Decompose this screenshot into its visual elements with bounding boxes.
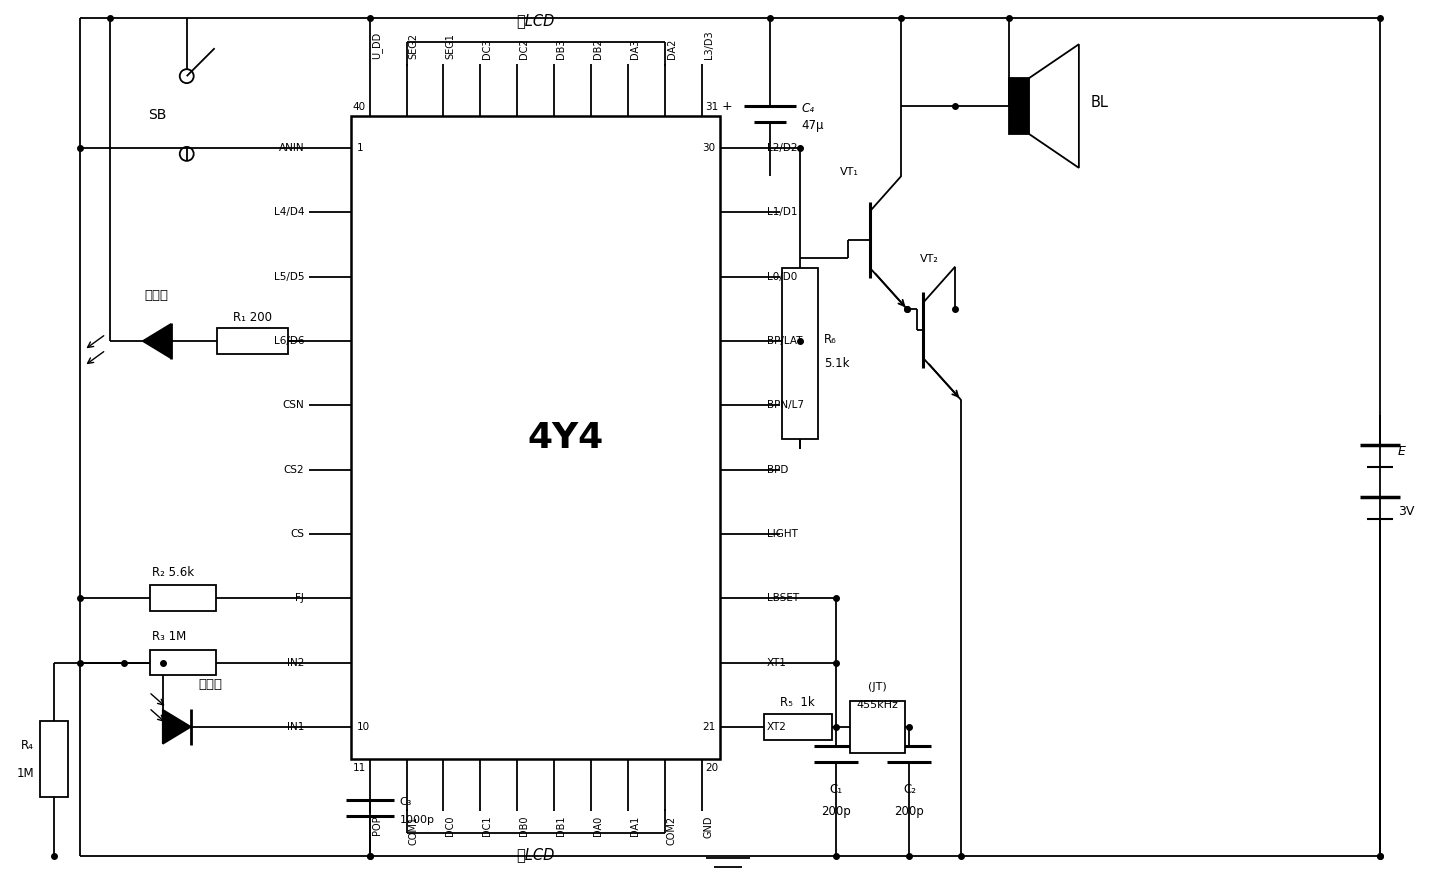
Text: 去LCD: 去LCD <box>517 13 554 28</box>
Text: 去LCD: 去LCD <box>517 847 554 862</box>
Text: GND: GND <box>704 816 713 838</box>
Text: DB1: DB1 <box>556 816 566 836</box>
Text: L3/D3: L3/D3 <box>704 31 713 60</box>
Text: L4/D4: L4/D4 <box>274 207 304 218</box>
Text: 1: 1 <box>356 144 364 153</box>
Text: R₂ 5.6k: R₂ 5.6k <box>151 566 194 579</box>
Text: C₃: C₃ <box>400 797 412 807</box>
Text: 200p: 200p <box>895 805 924 818</box>
Polygon shape <box>1029 45 1078 168</box>
Text: 21: 21 <box>701 722 714 732</box>
Text: FJ: FJ <box>295 593 304 603</box>
Bar <box>41 721 68 797</box>
Text: E: E <box>1398 445 1406 458</box>
Text: R₆: R₆ <box>824 332 837 346</box>
Text: SEG1: SEG1 <box>445 33 455 60</box>
Text: 1M: 1M <box>16 766 35 780</box>
Text: CS: CS <box>291 529 304 539</box>
Text: BPD: BPD <box>767 465 789 474</box>
Text: CSN: CSN <box>282 401 304 410</box>
Polygon shape <box>143 324 170 358</box>
Text: R₃ 1M: R₃ 1M <box>151 630 186 643</box>
Text: SEG2: SEG2 <box>409 33 419 60</box>
Text: DA3: DA3 <box>630 39 640 60</box>
Text: COM2: COM2 <box>666 816 677 845</box>
Text: XT1: XT1 <box>767 657 787 668</box>
Bar <box>150 585 215 612</box>
Text: DC3: DC3 <box>482 38 492 60</box>
Text: LIGHT: LIGHT <box>767 529 797 539</box>
Text: SB: SB <box>148 108 167 122</box>
Text: R₅  1k: R₅ 1k <box>780 696 815 710</box>
Bar <box>150 649 215 676</box>
Text: LBSET: LBSET <box>767 593 799 603</box>
Text: DC1: DC1 <box>482 816 492 836</box>
Bar <box>781 268 818 439</box>
Text: L5/D5: L5/D5 <box>274 272 304 282</box>
Text: 接收器: 接收器 <box>199 678 223 691</box>
Text: IN1: IN1 <box>287 722 304 732</box>
Text: L2/D2: L2/D2 <box>767 144 797 153</box>
Text: 30: 30 <box>701 144 714 153</box>
Text: BL: BL <box>1091 94 1109 109</box>
Text: L6/D6: L6/D6 <box>274 336 304 346</box>
Bar <box>764 714 832 739</box>
Text: 5.1k: 5.1k <box>824 357 850 370</box>
Text: DB0: DB0 <box>519 816 530 836</box>
Text: 200p: 200p <box>821 805 851 818</box>
Text: C₂: C₂ <box>904 783 915 796</box>
Text: DA1: DA1 <box>630 816 640 836</box>
Text: BPN/L7: BPN/L7 <box>767 401 803 410</box>
Text: XT2: XT2 <box>767 722 787 732</box>
Text: U_DD: U_DD <box>371 32 383 60</box>
Text: 455kHz: 455kHz <box>857 700 898 710</box>
Text: 40: 40 <box>352 102 365 112</box>
Text: R₁ 200: R₁ 200 <box>233 311 272 324</box>
Text: (JT): (JT) <box>869 682 888 692</box>
Text: DB3: DB3 <box>556 38 566 60</box>
Bar <box>217 328 288 354</box>
Text: BP/LAT: BP/LAT <box>767 336 802 346</box>
Text: C₁: C₁ <box>829 783 842 796</box>
Text: 发送器: 发送器 <box>146 289 169 302</box>
Text: 31: 31 <box>706 102 719 112</box>
Text: VT₁: VT₁ <box>840 167 858 177</box>
Text: DA2: DA2 <box>666 38 677 60</box>
Text: IN2: IN2 <box>287 657 304 668</box>
Bar <box>1010 78 1029 134</box>
Text: 47μ: 47μ <box>802 120 825 132</box>
Text: VT₂: VT₂ <box>920 254 938 263</box>
Text: DB2: DB2 <box>594 38 602 60</box>
Text: ANIN: ANIN <box>279 144 304 153</box>
Text: C₄: C₄ <box>802 102 815 115</box>
Text: L1/D1: L1/D1 <box>767 207 797 218</box>
Text: DC0: DC0 <box>445 816 455 836</box>
Text: 1000p: 1000p <box>400 815 435 825</box>
Text: 11: 11 <box>352 763 365 773</box>
Bar <box>850 701 905 752</box>
Text: R₄: R₄ <box>22 738 35 752</box>
Text: 4Y4: 4Y4 <box>527 421 604 454</box>
Text: DC2: DC2 <box>519 38 530 60</box>
Text: DA0: DA0 <box>594 816 602 836</box>
Text: L0/D0: L0/D0 <box>767 272 797 282</box>
Polygon shape <box>163 710 191 744</box>
Text: +: + <box>722 100 732 113</box>
Text: CS2: CS2 <box>284 465 304 474</box>
Text: COM1: COM1 <box>409 816 419 844</box>
Bar <box>351 116 720 759</box>
Text: 10: 10 <box>356 722 371 732</box>
Text: POP: POP <box>371 816 381 836</box>
Text: 20: 20 <box>706 763 719 773</box>
Text: 3V: 3V <box>1398 505 1414 518</box>
